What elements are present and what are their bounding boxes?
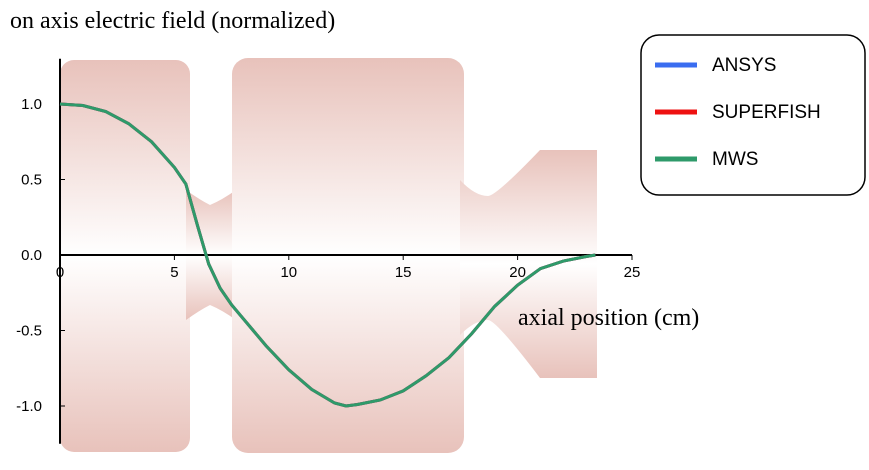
chart-title: on axis electric field (normalized) <box>10 8 335 34</box>
y-tick-label: 1.0 <box>21 96 42 113</box>
x-tick-label: 0 <box>56 264 64 281</box>
axes: 1.0 0.5 0.0 -0.5 -1.0 0 5 10 15 20 25 <box>16 58 641 444</box>
legend-label: ANSYS <box>712 55 776 76</box>
y-tick-label: 0.0 <box>21 247 42 264</box>
x-tick-label: 5 <box>170 264 178 281</box>
x-tick-label: 10 <box>280 264 297 281</box>
series-line <box>59 102 596 408</box>
x-axis-label: axial position (cm) <box>518 305 699 331</box>
legend-label: MWS <box>712 149 758 170</box>
legend-box <box>640 34 866 196</box>
y-tick-label: -0.5 <box>16 323 42 340</box>
x-tick-label: 20 <box>509 264 526 281</box>
plot-area <box>59 102 596 408</box>
legend: ANSYS SUPERFISH MWS <box>655 55 821 170</box>
legend-label: SUPERFISH <box>712 102 821 123</box>
y-tick-label: 0.5 <box>21 172 42 189</box>
y-tick-label: -1.0 <box>16 398 42 415</box>
x-tick-label: 15 <box>395 264 412 281</box>
x-tick-label: 25 <box>624 264 641 281</box>
